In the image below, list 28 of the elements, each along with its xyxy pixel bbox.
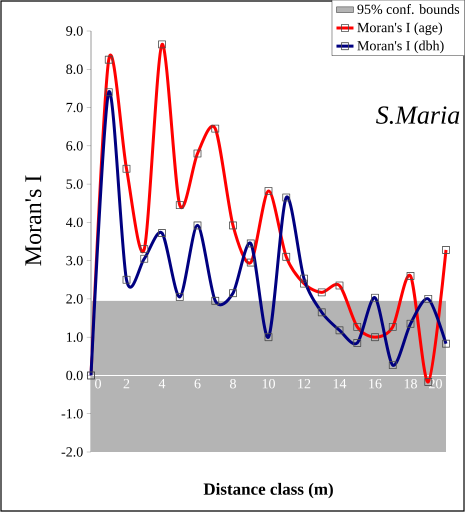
y-tick-label: -2.0 (62, 447, 83, 457)
y-tick-label: 8.0 (66, 64, 83, 74)
y-tick-label: 4.0 (66, 218, 83, 228)
y-tick-label: 0.0 (66, 370, 83, 380)
y-tick-label: 7.0 (66, 102, 83, 112)
y-tick-label: 1.0 (66, 332, 83, 342)
y-axis-title: Moran's I (25, 175, 42, 266)
y-tick-label: 2.0 (66, 294, 83, 304)
x-tick-label: 8 (230, 378, 236, 388)
y-tick-label: 9.0 (66, 26, 83, 36)
y-tick-label: 5.0 (66, 179, 83, 189)
x-tick-label: 6 (194, 378, 201, 388)
x-tick-label: 10 (262, 378, 275, 388)
legend-label: Moran's I (dbh) (357, 40, 444, 54)
y-tick-label: -1.0 (62, 408, 83, 418)
x-tick-label: 14 (334, 378, 346, 388)
x-axis-title: Distance class (m) (204, 482, 333, 498)
x-tick-label: 2 (124, 378, 130, 388)
x-tick-label: 16 (369, 378, 382, 388)
x-tick-label: 18 (404, 378, 417, 388)
legend-label: 95% conf. bounds (357, 4, 460, 14)
y-tick-label: 3.0 (66, 256, 83, 266)
x-tick-label: 0 (95, 378, 101, 388)
legend-label: Moran's I (age) (357, 22, 442, 36)
x-tick-label: 12 (298, 378, 310, 388)
x-tick-label: 4 (158, 378, 166, 388)
annotation: S.Maria (376, 106, 460, 124)
y-tick-label: 6.0 (66, 141, 83, 151)
